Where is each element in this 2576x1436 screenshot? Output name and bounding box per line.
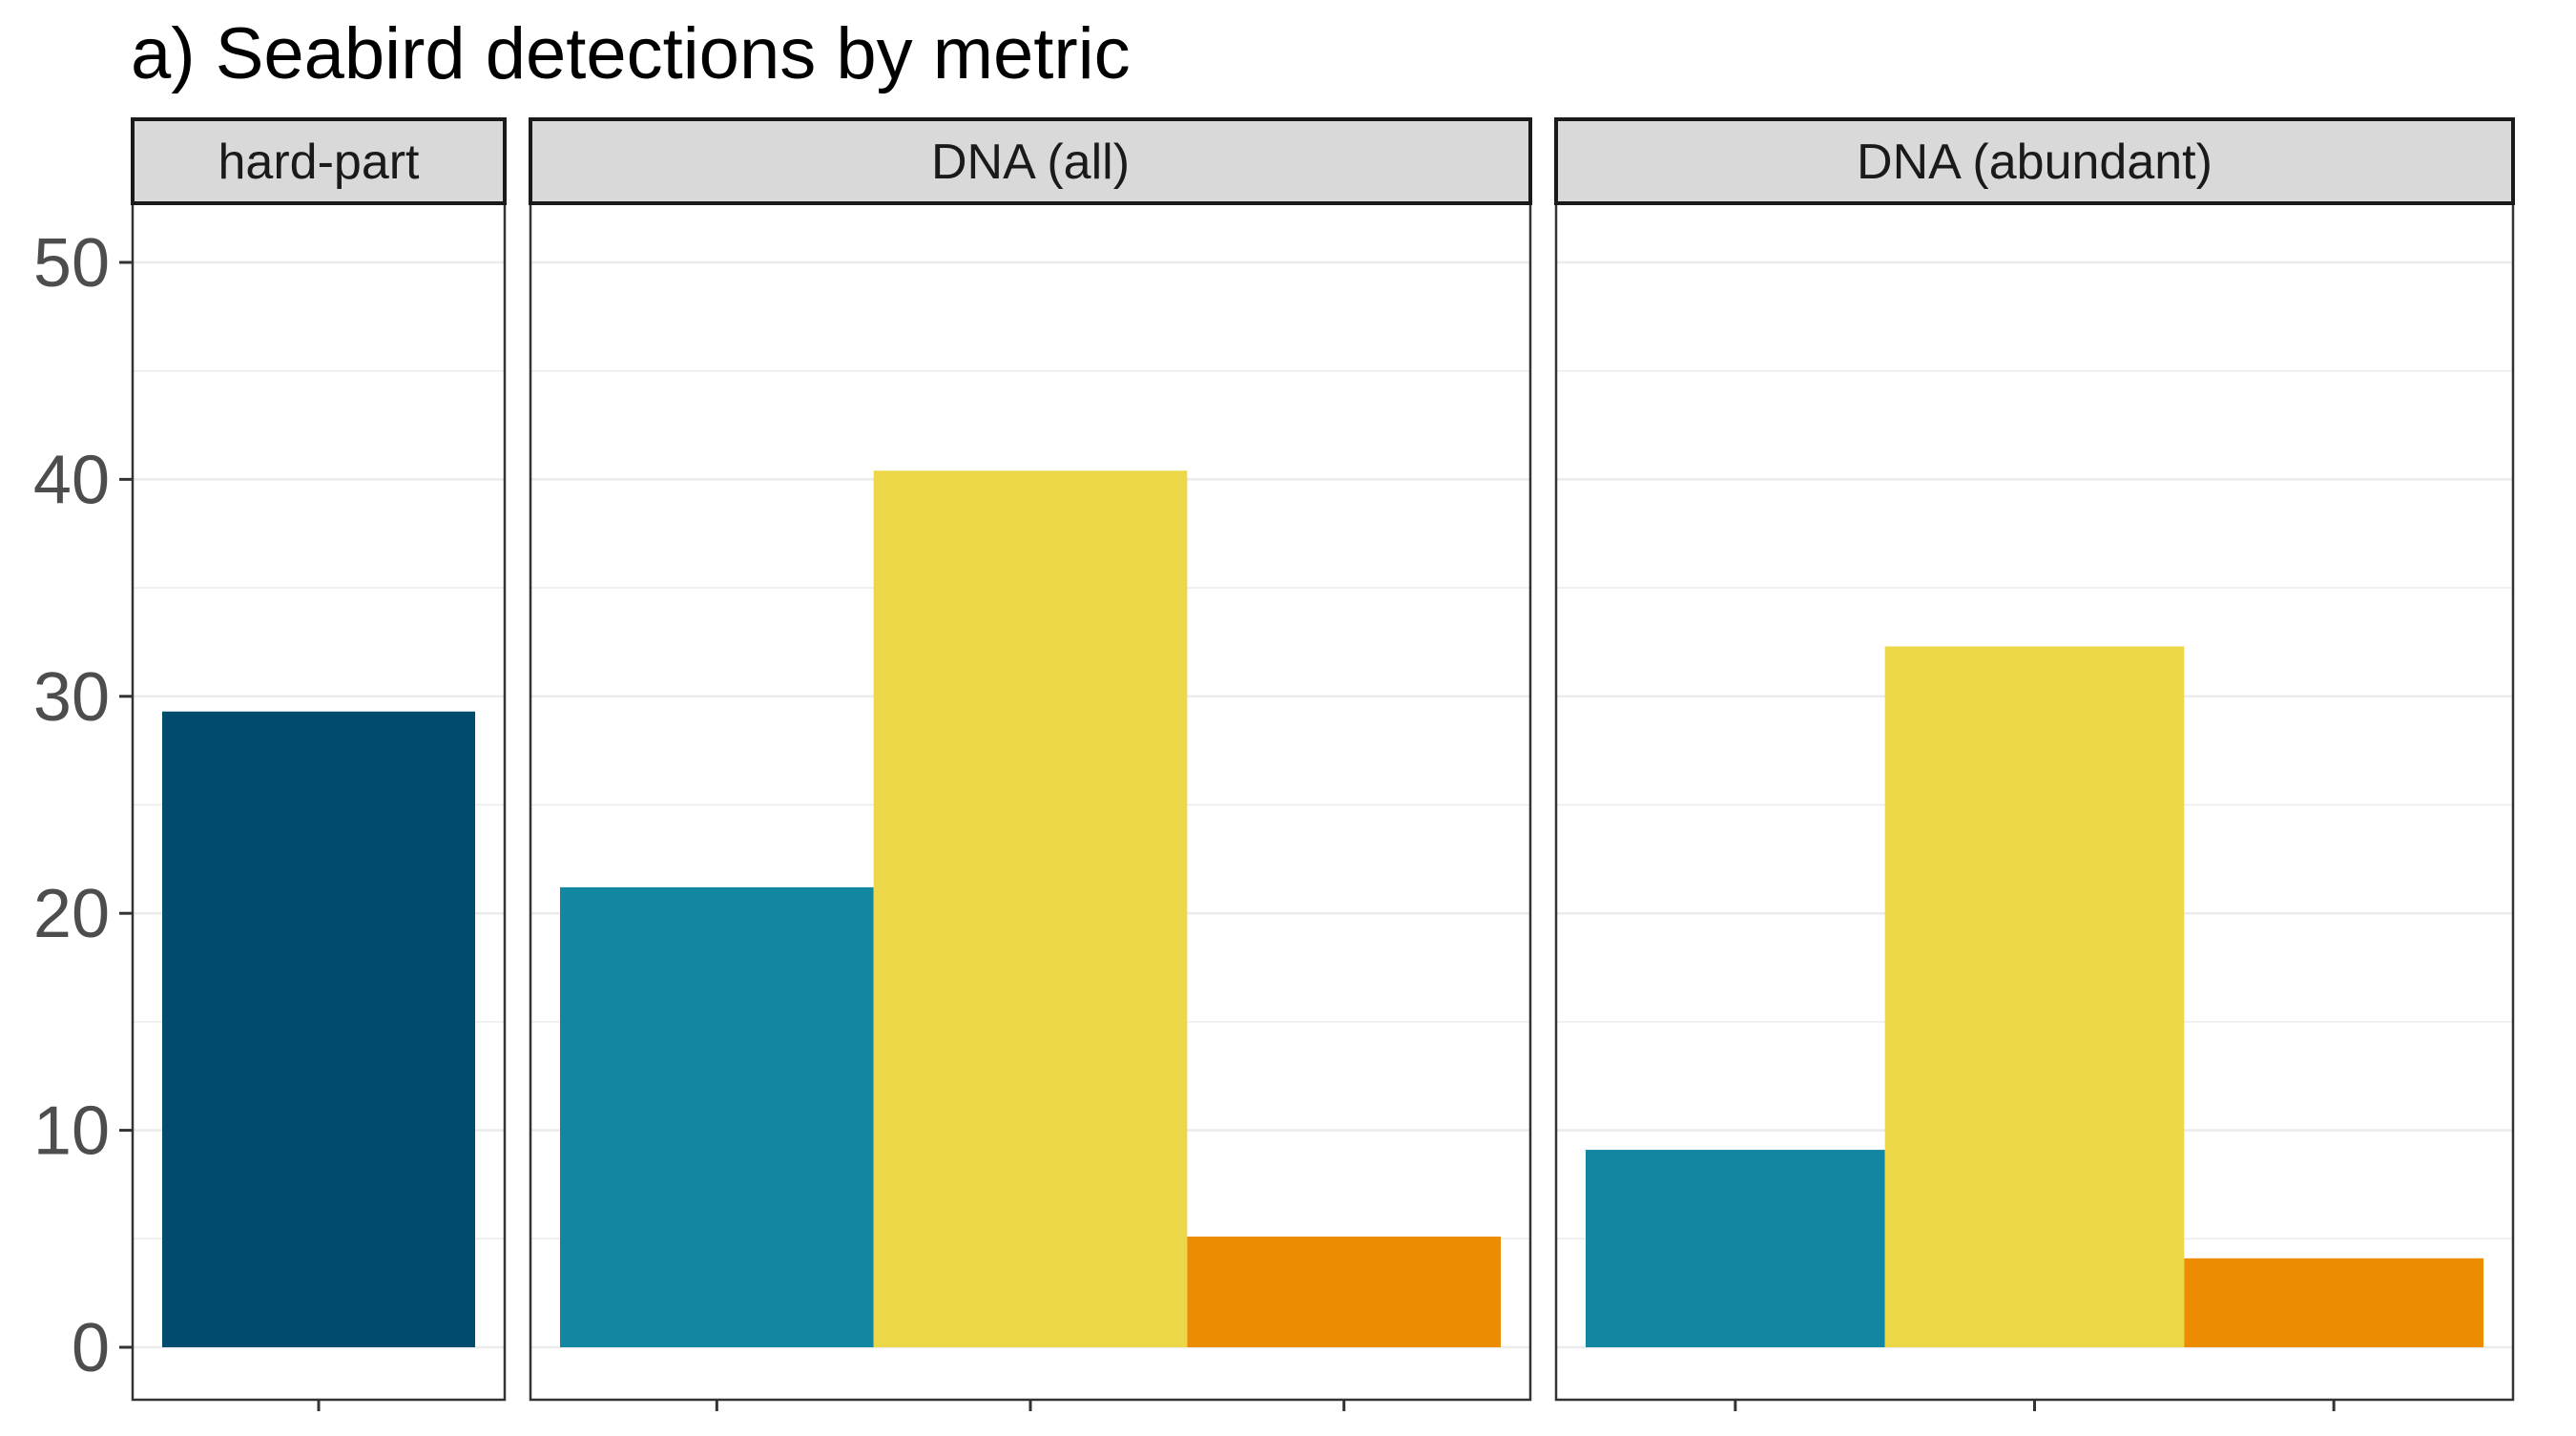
y-tick-label: 50 — [33, 225, 110, 302]
bar — [1187, 1237, 1501, 1347]
y-tick-label: 10 — [33, 1093, 110, 1170]
y-tick-label: 20 — [33, 876, 110, 952]
bar — [1586, 1150, 1885, 1347]
facet-strip — [131, 117, 507, 205]
bar — [162, 711, 475, 1347]
facet-strip-label: DNA (all) — [931, 135, 1130, 190]
facet-strip-label: DNA (abundant) — [1857, 135, 2212, 190]
facet-panel: DNA (abundant) — [1554, 117, 2515, 1411]
chart-title: a) Seabird detections by metric — [131, 13, 1131, 94]
facet-panel: DNA (all) — [529, 117, 1532, 1411]
y-tick-label: 0 — [72, 1310, 110, 1386]
bar — [873, 470, 1188, 1348]
bar — [1884, 646, 2185, 1347]
facet-panel: hard-part — [131, 117, 507, 1411]
y-tick-label: 40 — [33, 442, 110, 518]
facet-panels: hard-part DNA (all) DNA (abundant) — [131, 117, 2515, 1411]
facet-strip-label: hard-part — [218, 135, 421, 190]
y-tick-label: 30 — [33, 659, 110, 736]
y-axis: 0 10 20 30 40 50 — [33, 225, 133, 1386]
bar — [560, 886, 874, 1347]
facet-strip — [1554, 117, 2515, 205]
facet-strip — [529, 117, 1532, 205]
bar — [2184, 1258, 2483, 1347]
